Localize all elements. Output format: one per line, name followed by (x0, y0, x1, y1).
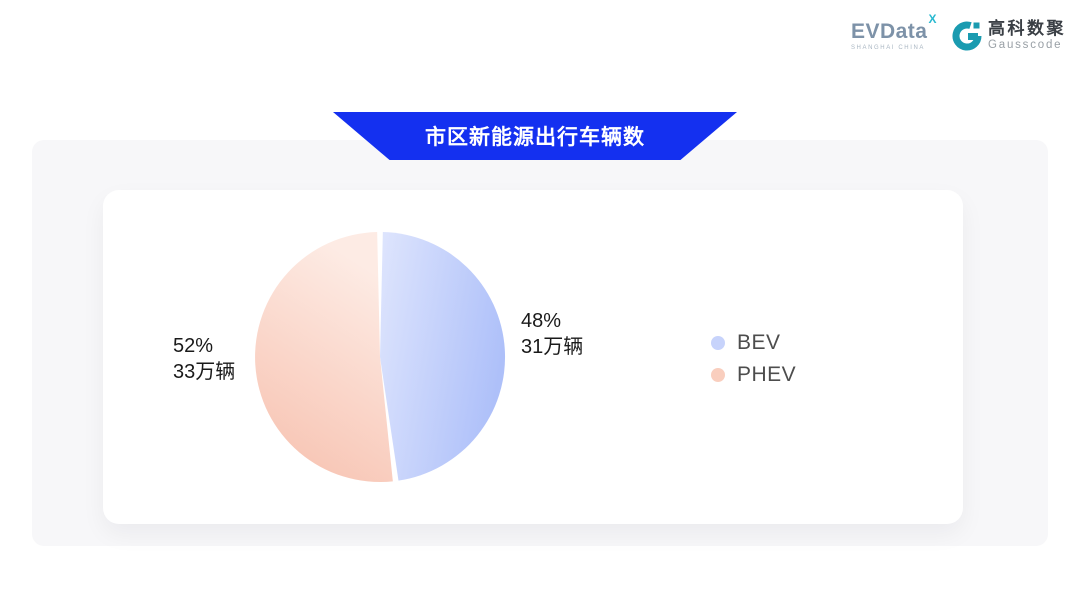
evdata-subtext: SHANGHAI CHINA (850, 45, 926, 51)
gausscode-en-name: Gausscode (988, 38, 1063, 51)
pie-slice-bev[interactable] (380, 232, 506, 481)
legend-dot-bev (711, 336, 725, 350)
chart-legend: BEV PHEV (711, 331, 796, 387)
chart-title-banner: 市区新能源出行车辆数 (333, 112, 737, 160)
phev-percent: 52% (173, 335, 214, 357)
chart-panel: 48% 31万辆 52% 33万辆 BEV PHEV (32, 140, 1048, 546)
gausscode-logo: 高科数聚 Gausscode (952, 20, 1066, 51)
bev-value: 31万辆 (521, 336, 584, 358)
pie-chart[interactable] (103, 190, 963, 524)
evdata-logo: EVDataX SHANGHAI CHINA (850, 13, 937, 51)
bev-data-label: 48% 31万辆 (521, 308, 583, 360)
evdata-name: EVData (850, 20, 928, 43)
evdata-wordmark: EVDataX (850, 13, 937, 43)
phev-data-label: 52% 33万辆 (173, 333, 235, 385)
header-logos: EVDataX SHANGHAI CHINA 高科数聚 Gausscode (850, 13, 1066, 51)
legend-label-bev: BEV (737, 331, 781, 354)
gausscode-text: 高科数聚 Gausscode (988, 20, 1066, 51)
legend-item-phev[interactable]: PHEV (711, 363, 796, 387)
evdata-x-mark: X (928, 12, 937, 26)
pie-slice-phev[interactable] (255, 232, 393, 482)
gausscode-g-icon (952, 21, 982, 51)
phev-value: 33万辆 (173, 361, 236, 383)
gausscode-cn-name: 高科数聚 (988, 19, 1066, 39)
legend-label-phev: PHEV (737, 363, 797, 386)
chart-title: 市区新能源出行车辆数 (425, 126, 645, 149)
legend-dot-phev (711, 368, 725, 382)
chart-card: 48% 31万辆 52% 33万辆 BEV PHEV (103, 190, 963, 524)
legend-item-bev[interactable]: BEV (711, 331, 796, 355)
bev-percent: 48% (521, 310, 562, 332)
